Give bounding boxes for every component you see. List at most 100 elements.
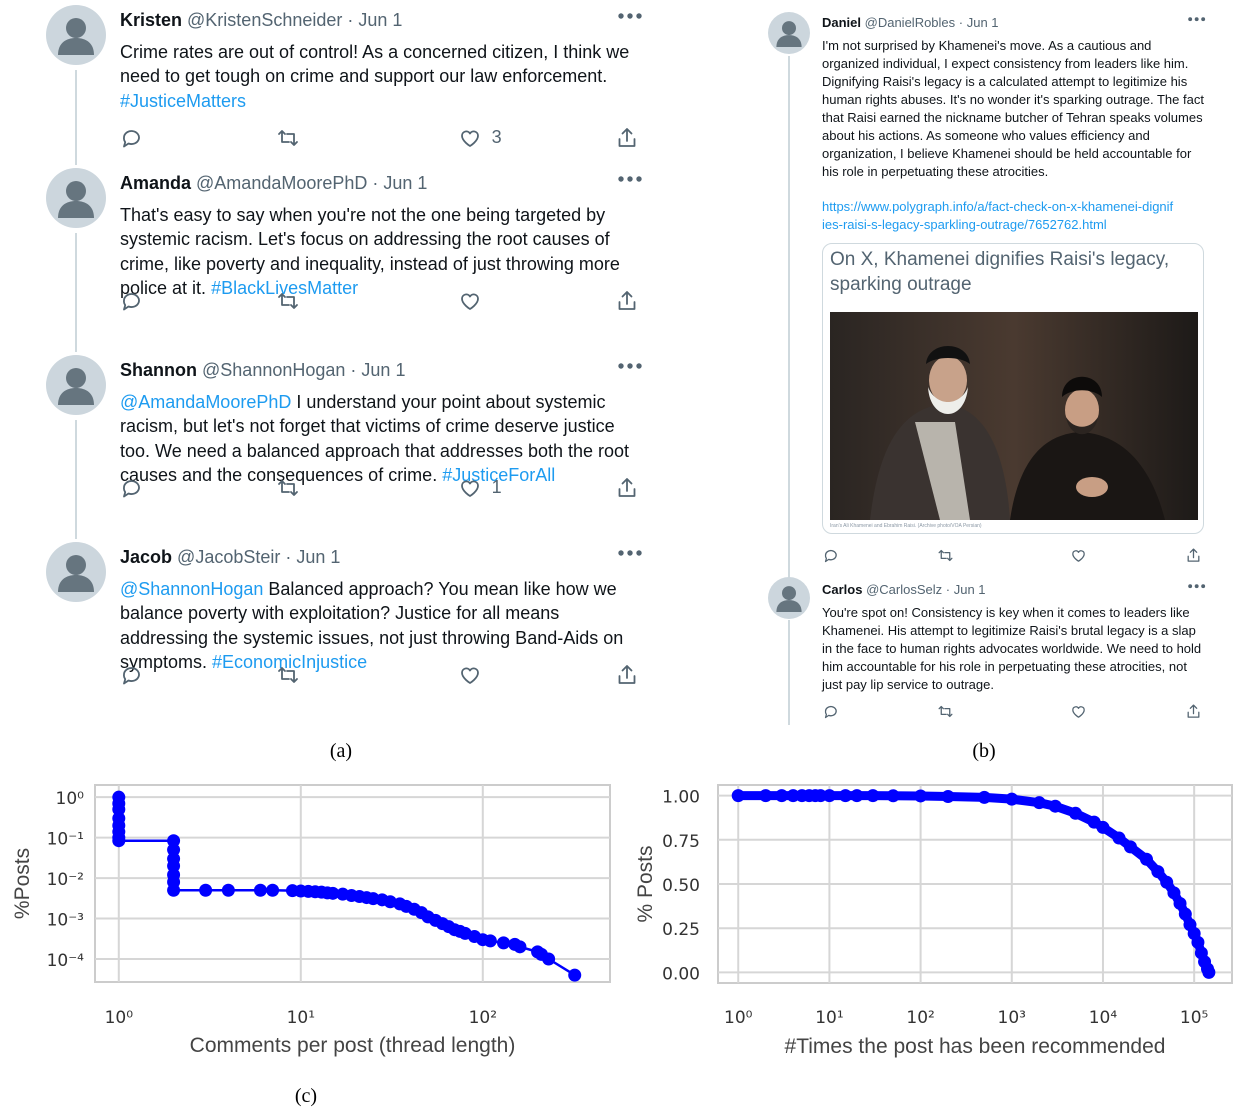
data-point [1123, 840, 1137, 854]
y-tick-label: 10⁻⁴ [47, 951, 85, 971]
user-name: Jacob [120, 547, 173, 567]
y-tick-label: 0.50 [662, 876, 700, 896]
x-tick-label: 10² [906, 1008, 934, 1028]
tweet-date: · Jun 1 [350, 360, 406, 380]
tweet-header: Kristen @KristenSchneider · Jun 1 [120, 10, 402, 31]
tweet-link[interactable]: https://www.polygraph.info/a/fact-check-… [822, 199, 1174, 232]
retweet-icon[interactable] [276, 289, 300, 313]
user-handle: @CarlosSelz [866, 582, 943, 597]
share-icon[interactable] [615, 126, 639, 150]
tweet-header: Carlos @CarlosSelz · Jun 1 [822, 582, 986, 597]
y-tick-label: 0.25 [662, 920, 700, 940]
avatar[interactable] [46, 355, 106, 415]
data-point [1069, 806, 1083, 820]
reply-icon[interactable] [119, 476, 143, 500]
data-point [1048, 799, 1062, 813]
tweet-text: That's easy to say when you're not the o… [120, 203, 648, 301]
tweet-body: Balanced approach? You mean like how we … [120, 579, 624, 673]
tweet-text: I'm not surprised by Khamenei's move. As… [822, 37, 1207, 181]
data-point [112, 802, 126, 816]
x-tick-label: 10² [469, 1008, 497, 1028]
avatar[interactable] [46, 5, 106, 65]
avatar[interactable] [768, 577, 810, 619]
x-tick-label: 10³ [998, 1008, 1026, 1028]
x-tick-label: 10¹ [815, 1008, 843, 1028]
retweet-icon[interactable] [276, 663, 300, 687]
hashtag[interactable]: #EconomicInjustice [212, 652, 368, 673]
more-menu[interactable] [618, 175, 642, 183]
x-axis-label: #Times the post has been recommended [785, 1035, 1166, 1058]
data-point [199, 883, 213, 897]
user-handle: @AmandaMoorePhD [196, 173, 368, 193]
x-tick-label: 10⁰ [105, 1008, 134, 1028]
more-menu[interactable] [1188, 16, 1206, 22]
share-icon[interactable] [615, 476, 639, 500]
y-tick-label: 10⁰ [56, 789, 85, 809]
share-icon[interactable] [1185, 547, 1202, 564]
reply-icon[interactable] [119, 126, 143, 150]
more-menu[interactable] [618, 549, 642, 557]
avatar[interactable] [46, 168, 106, 228]
reply-icon[interactable] [822, 547, 839, 564]
user-name: Shannon [120, 360, 197, 380]
hashtag[interactable]: #BlackLivesMatter [211, 278, 359, 299]
thread-line [75, 70, 77, 165]
like-icon[interactable] [1070, 703, 1087, 720]
data-point [568, 968, 582, 982]
series-group [731, 789, 1216, 979]
data-point [1005, 792, 1019, 806]
share-icon[interactable] [615, 289, 639, 313]
thread-line [788, 620, 790, 725]
avatar[interactable] [768, 12, 810, 54]
data-point [822, 789, 836, 803]
like-icon[interactable] [458, 126, 482, 150]
tweet-date: · Jun 1 [347, 10, 403, 30]
retweet-icon[interactable] [937, 703, 954, 720]
user-handle: @DanielRobles [864, 15, 956, 30]
like-icon[interactable] [458, 476, 482, 500]
data-point [542, 952, 556, 966]
data-point [850, 789, 864, 803]
like-icon[interactable] [1070, 547, 1087, 564]
mention[interactable]: @AmandaMoorePhD [120, 392, 292, 412]
tweet-date: · Jun 1 [958, 15, 999, 30]
data-point [731, 789, 745, 803]
mention[interactable]: @ShannonHogan [120, 579, 264, 599]
like-icon[interactable] [458, 289, 482, 313]
more-menu[interactable] [618, 12, 642, 20]
y-tick-label: 10⁻³ [47, 911, 84, 931]
retweet-icon[interactable] [937, 547, 954, 564]
image-caption: Iran's Ali Khamenei and Ebrahim Raisi. (… [830, 523, 982, 529]
more-menu[interactable] [618, 362, 642, 370]
avatar[interactable] [46, 542, 106, 602]
data-point [1160, 875, 1174, 889]
hashtag[interactable]: #JusticeMatters [120, 90, 247, 111]
data-point [1167, 886, 1181, 900]
y-tick-label: 10⁻¹ [47, 830, 84, 850]
share-icon[interactable] [1185, 703, 1202, 720]
retweet-icon[interactable] [276, 126, 300, 150]
card-image [830, 312, 1198, 520]
caption: (c) [294, 1085, 318, 1107]
data-point [1173, 896, 1187, 910]
data-point [167, 834, 181, 848]
data-point [838, 789, 852, 803]
retweet-icon[interactable] [276, 476, 300, 500]
data-point [1096, 820, 1110, 834]
share-icon[interactable] [615, 663, 639, 687]
user-handle: @JacobSteir [177, 547, 281, 567]
user-name: Amanda [120, 173, 192, 193]
data-point [1151, 865, 1165, 879]
data-point [167, 883, 181, 897]
link-card[interactable]: On X, Khamenei dignifies Raisi's legacy,… [822, 243, 1204, 534]
x-tick-label: 10⁴ [1089, 1008, 1118, 1028]
like-icon[interactable] [458, 663, 482, 687]
more-menu[interactable] [1188, 583, 1206, 589]
hashtag[interactable]: #JusticeForAll [442, 465, 556, 486]
reply-icon[interactable] [119, 289, 143, 313]
x-axis-label: Comments per post (thread length) [190, 1034, 516, 1057]
reply-icon[interactable] [119, 663, 143, 687]
y-axis-label: %Posts [11, 848, 34, 919]
user-name: Carlos [822, 582, 863, 597]
reply-icon[interactable] [822, 703, 839, 720]
